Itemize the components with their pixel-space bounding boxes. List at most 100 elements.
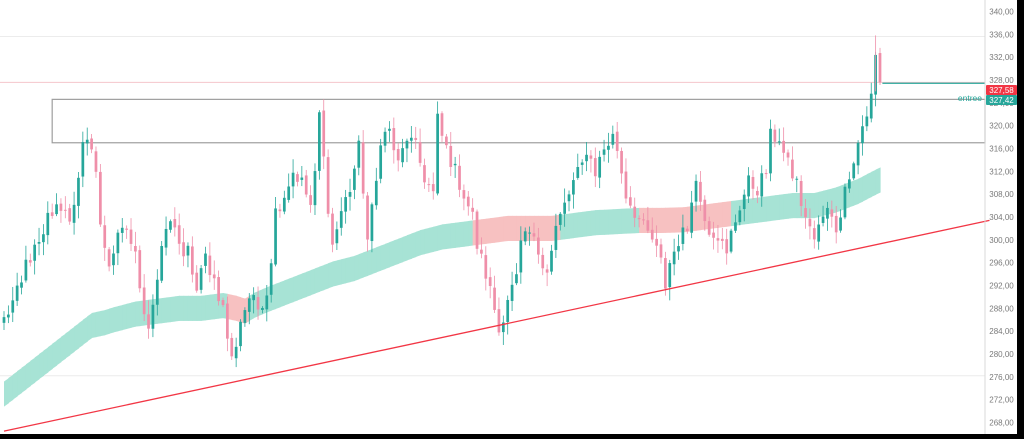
ma-segment	[385, 242, 391, 269]
price-axis[interactable]: 268,00 272,00 276,00 280,00 284,00 288,00 292,…	[984, 0, 1014, 434]
ma-segment	[485, 218, 491, 244]
ma-segment	[398, 236, 404, 264]
candle-body	[423, 165, 426, 183]
candle-body	[42, 234, 45, 243]
ma-segment	[288, 276, 294, 304]
candle-body	[808, 218, 812, 227]
candle-body	[795, 178, 799, 180]
candle-body	[396, 149, 400, 161]
candle-body	[2, 317, 6, 323]
candle-body	[681, 227, 685, 244]
ma-segment	[301, 271, 307, 299]
candle-body	[103, 225, 107, 248]
candle-body	[734, 222, 737, 231]
candle-body	[480, 249, 483, 254]
y-tick-label: 272,00	[989, 396, 1014, 405]
ma-segment	[547, 215, 553, 241]
ma-segment	[682, 206, 688, 233]
ma-segment	[538, 215, 544, 241]
candle-body	[265, 295, 269, 310]
y-tick-label: 308,00	[989, 190, 1014, 199]
candle-body	[155, 279, 159, 305]
candle-body	[664, 258, 667, 289]
ma-segment	[818, 190, 824, 217]
candle-body	[725, 239, 729, 254]
candle-body	[747, 175, 750, 197]
candle-body	[791, 159, 794, 179]
moving-average-band	[4, 167, 881, 407]
candle-body	[615, 131, 619, 151]
ma-segment	[345, 256, 351, 284]
candle-body	[85, 139, 89, 144]
candle-body	[15, 285, 19, 301]
ma-segment	[205, 294, 211, 321]
ma-segment	[858, 176, 864, 204]
ma-segment	[166, 296, 172, 323]
candle-body	[169, 221, 172, 230]
y-tick-label: 296,00	[989, 259, 1014, 268]
candle-body	[445, 136, 448, 146]
candle-body	[869, 93, 873, 119]
ma-segment	[599, 209, 605, 236]
candle-body	[462, 190, 466, 199]
candle-body	[672, 251, 676, 265]
ma-segment	[179, 295, 185, 321]
candle-body	[335, 229, 339, 244]
ma-segment	[402, 235, 408, 263]
candle-body	[186, 245, 190, 256]
candle-body	[716, 238, 720, 241]
ma-segment	[442, 223, 447, 250]
candle-body	[282, 197, 286, 212]
y-tick-label: 332,00	[989, 53, 1014, 62]
candle-body	[392, 128, 396, 151]
candle-body	[190, 246, 194, 275]
candle-body	[230, 337, 234, 357]
ma-segment	[450, 222, 456, 249]
candle-body	[861, 126, 864, 144]
ma-segment	[78, 319, 84, 349]
candle-body	[523, 231, 527, 242]
ma-segment	[582, 211, 588, 237]
candle-body	[685, 228, 689, 232]
ma-segment	[209, 294, 215, 320]
ma-segment	[371, 247, 377, 275]
candle-body	[234, 346, 238, 359]
ma-segment	[415, 230, 421, 257]
candle-body	[401, 148, 404, 163]
candle-body	[37, 242, 41, 244]
candle-body	[252, 295, 256, 301]
candle-body	[339, 211, 343, 228]
ma-segment	[393, 238, 399, 266]
y-tick-label: 276,00	[989, 373, 1014, 382]
candle-body	[409, 137, 413, 141]
candle-body	[611, 133, 615, 145]
candle-body	[370, 204, 374, 242]
ma-segment	[507, 215, 513, 241]
y-tick-label: 320,00	[989, 122, 1014, 131]
ma-segment	[722, 201, 728, 228]
candle-body	[572, 180, 575, 195]
ma-segment	[459, 221, 465, 248]
ma-segment	[380, 243, 386, 271]
ma-segment	[831, 187, 837, 214]
ma-segment	[183, 295, 189, 321]
ma-segment	[231, 294, 237, 321]
candle-body	[751, 176, 755, 189]
ma-segment	[564, 213, 570, 240]
ma-segment	[586, 210, 592, 237]
candle-body	[374, 180, 378, 206]
candle-body	[830, 209, 834, 217]
candle-body	[247, 298, 251, 312]
ma-segment	[875, 167, 881, 195]
candle-body	[812, 228, 816, 240]
candle-body	[646, 220, 650, 231]
ma-segment	[30, 357, 36, 387]
candle-body	[129, 229, 133, 244]
candle-body	[226, 303, 229, 339]
candle-body	[318, 112, 321, 171]
ma-segment	[314, 266, 320, 294]
ma-segment	[336, 259, 342, 286]
candle-body	[28, 260, 32, 263]
